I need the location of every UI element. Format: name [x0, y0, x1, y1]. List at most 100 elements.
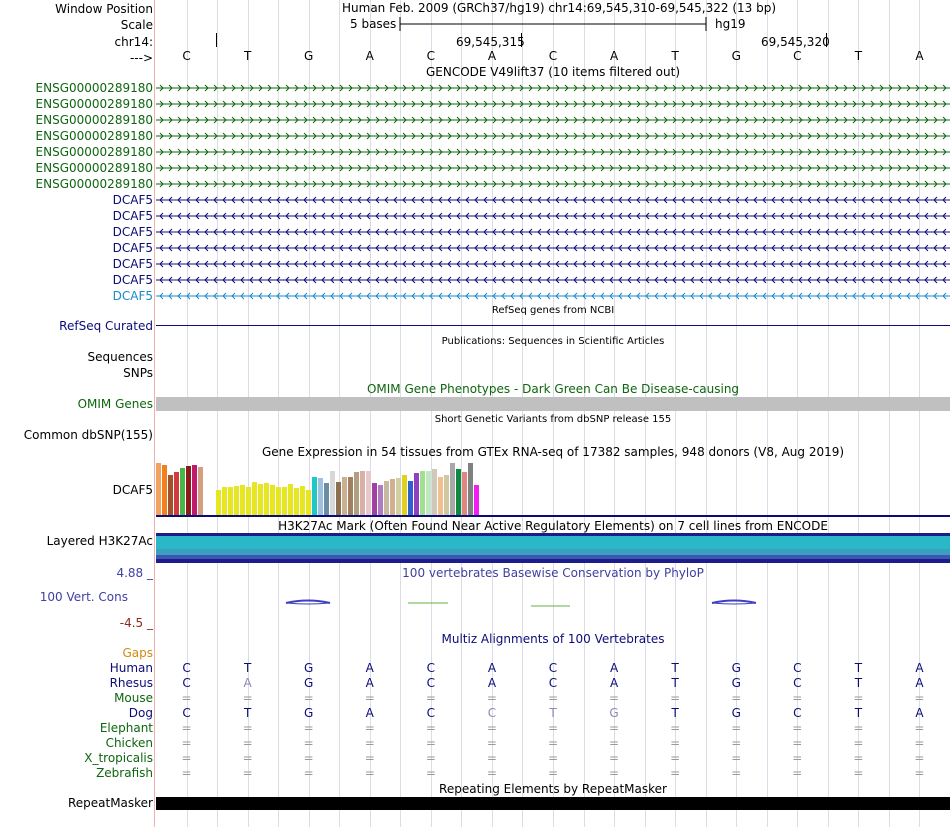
aligned-base: A — [487, 661, 497, 675]
gene-line[interactable] — [156, 178, 950, 190]
gene-line[interactable] — [156, 258, 950, 270]
species-label[interactable]: X_tropicalis — [84, 751, 153, 765]
gencode-item-label[interactable]: DCAF5 — [112, 273, 153, 287]
species-label[interactable]: Dog — [128, 706, 153, 720]
omim-label[interactable]: OMIM Genes — [77, 397, 153, 411]
species-label[interactable]: Human — [109, 661, 153, 675]
phylop-title[interactable]: 100 vertebrates Basewise Conservation by… — [402, 566, 704, 580]
gene-line[interactable] — [156, 130, 950, 142]
dbsnp-title[interactable]: Short Genetic Variants from dbSNP releas… — [434, 414, 672, 425]
strand-chevrons — [159, 100, 947, 108]
phylop-signal[interactable] — [156, 596, 950, 610]
repeatmasker-title[interactable]: Repeating Elements by RepeatMasker — [439, 782, 667, 796]
gencode-item-label[interactable]: DCAF5 — [112, 257, 153, 271]
gtex-tissue-bar — [240, 485, 245, 515]
aligned-base: A — [915, 706, 924, 720]
gencode-item-label[interactable]: DCAF5 — [112, 225, 153, 239]
gencode-item-label[interactable]: ENSG00000289180 — [35, 97, 153, 111]
snps-label[interactable]: SNPs — [123, 366, 153, 380]
aligned-base: C — [793, 676, 802, 690]
gencode-item-label[interactable]: DCAF5 — [112, 193, 153, 207]
reference-base: A — [915, 49, 924, 63]
gencode-item-label[interactable]: DCAF5 — [112, 209, 153, 223]
gtex-tissue-bar — [282, 487, 287, 515]
aligned-base: = — [609, 766, 620, 780]
aligned-base: = — [242, 751, 253, 765]
strand-chevrons — [159, 180, 947, 188]
h3k27ac-label[interactable]: Layered H3K27Ac — [46, 534, 153, 548]
species-label[interactable]: Elephant — [99, 721, 153, 735]
gtex-label[interactable]: DCAF5 — [112, 483, 153, 497]
gene-line[interactable] — [156, 82, 950, 94]
gtex-tissue-bar — [402, 475, 407, 515]
gene-line[interactable] — [156, 98, 950, 110]
species-label[interactable]: Mouse — [114, 691, 153, 705]
strand-chevrons — [159, 164, 947, 172]
aligned-base: C — [487, 706, 497, 720]
refseq-label[interactable]: RefSeq Curated — [59, 319, 153, 333]
aligned-base: = — [242, 721, 253, 735]
gene-line[interactable] — [156, 162, 950, 174]
gtex-tissue-bar — [330, 471, 335, 515]
gencode-title[interactable]: GENCODE V49lift37 (10 items filtered out… — [425, 65, 680, 79]
multiz-title[interactable]: Multiz Alignments of 100 Vertebrates — [441, 632, 665, 646]
sequences-label[interactable]: Sequences — [87, 350, 153, 364]
phylop-label[interactable]: 100 Vert. Cons — [39, 590, 128, 604]
aligned-base: = — [486, 736, 497, 750]
reference-base: G — [304, 49, 314, 63]
gencode-item-label[interactable]: ENSG00000289180 — [35, 161, 153, 175]
aligned-base: = — [486, 751, 497, 765]
aligned-base: = — [181, 736, 192, 750]
gtex-tissue-bar — [156, 463, 161, 515]
gencode-item-label[interactable]: DCAF5 — [112, 241, 153, 255]
omim-title[interactable]: OMIM Gene Phenotypes - Dark Green Can Be… — [366, 382, 740, 396]
aligned-base: = — [670, 691, 681, 705]
aligned-base: = — [547, 691, 559, 705]
aligned-base: = — [486, 691, 497, 705]
aligned-base: = — [425, 721, 436, 735]
reference-base: A — [487, 49, 497, 63]
reference-base: C — [182, 49, 191, 63]
omim-bar[interactable] — [156, 397, 950, 411]
gencode-item-label[interactable]: ENSG00000289180 — [35, 81, 153, 95]
gtex-tissue-bar — [450, 463, 455, 515]
dbsnp-label[interactable]: Common dbSNP(155) — [23, 428, 153, 442]
repeatmasker-label[interactable]: RepeatMasker — [67, 796, 153, 810]
gencode-item-label[interactable]: ENSG00000289180 — [35, 113, 153, 127]
gene-line[interactable] — [156, 242, 950, 254]
gtex-tissue-bar — [264, 483, 269, 515]
gene-line[interactable] — [156, 290, 950, 302]
label-separator — [154, 0, 155, 827]
gencode-item-label[interactable]: ENSG00000289180 — [35, 129, 153, 143]
ruler-tick — [216, 33, 217, 47]
gtex-tissue-bar — [300, 486, 305, 515]
gtex-tissue-bar — [186, 466, 191, 515]
strand-chevrons — [159, 244, 947, 252]
gene-line[interactable] — [156, 210, 950, 222]
species-label[interactable]: Chicken — [105, 736, 153, 750]
gtex-tissue-bar — [420, 471, 425, 515]
species-label[interactable]: Rhesus — [109, 676, 153, 690]
gene-line[interactable] — [156, 274, 950, 286]
species-label[interactable]: Zebrafish — [96, 766, 153, 780]
h3k27ac-title[interactable]: H3K27Ac Mark (Often Found Near Active Re… — [278, 519, 828, 533]
scale-text: 5 bases — [350, 17, 397, 31]
gene-line[interactable] — [156, 194, 950, 206]
gtex-bar-chart[interactable] — [156, 458, 556, 516]
gencode-item-label[interactable]: ENSG00000289180 — [35, 145, 153, 159]
gencode-item-label[interactable]: ENSG00000289180 — [35, 177, 153, 191]
gtex-title[interactable]: Gene Expression in 54 tissues from GTEx … — [261, 445, 845, 459]
gaps-label[interactable]: Gaps — [122, 646, 153, 660]
h3k27ac-signal[interactable] — [156, 533, 950, 563]
gene-line[interactable] — [156, 146, 950, 158]
gencode-item-label[interactable]: DCAF5 — [112, 289, 153, 303]
refseq-title[interactable]: RefSeq genes from NCBI — [491, 305, 615, 316]
publications-title[interactable]: Publications: Sequences in Scientific Ar… — [441, 336, 665, 347]
aligned-base: A — [609, 661, 619, 675]
aligned-base: = — [670, 751, 681, 765]
aligned-base: = — [486, 721, 497, 735]
gene-line[interactable] — [156, 114, 950, 126]
strand-chevrons — [159, 260, 947, 268]
gene-line[interactable] — [156, 226, 950, 238]
repeatmasker-bar[interactable] — [156, 797, 950, 810]
